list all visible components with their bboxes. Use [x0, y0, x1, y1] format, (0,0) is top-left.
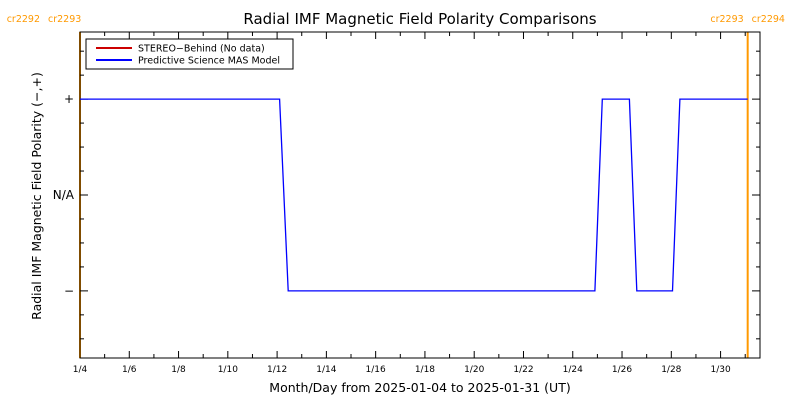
x-tick-label: 1/14 — [316, 365, 336, 375]
y-axis-label: Radial IMF Magnetic Field Polarity (−,+) — [29, 72, 44, 320]
x-axis-ticks: 1/4 1/6 1/8 1/10 1/12 1/14 1/16 1/18 1/20 1/22 1/2… — [73, 32, 746, 375]
carrington-label-right: cr2294 — [752, 14, 785, 25]
series-line-mas — [80, 98, 748, 292]
x-axis-label: Month/Day from 2025-01-04 to 2025-01-31 … — [269, 380, 570, 395]
carrington-label-right: cr2293 — [48, 14, 81, 25]
x-tick-label: 1/6 — [122, 365, 137, 375]
legend: STEREO−Behind (No data) Predictive Scien… — [85, 38, 294, 70]
legend-box — [85, 38, 294, 70]
y-tick-label: + — [64, 92, 74, 106]
x-tick-label: 1/10 — [218, 365, 238, 375]
x-tick-label: 1/4 — [73, 365, 88, 375]
legend-label-stereo: STEREO−Behind (No data) — [138, 44, 265, 55]
chart-title: Radial IMF Magnetic Field Polarity Compa… — [243, 10, 596, 28]
x-tick-label: 1/28 — [661, 365, 681, 375]
x-tick-label: 1/30 — [710, 365, 730, 375]
x-tick-label: 1/8 — [171, 365, 186, 375]
x-tick-label: 1/22 — [513, 365, 533, 375]
series-layer — [80, 98, 748, 292]
x-tick-label: 1/20 — [464, 365, 484, 375]
plot-frame — [79, 31, 761, 359]
x-tick-label: 1/12 — [267, 365, 287, 375]
x-tick-label: 1/18 — [415, 365, 435, 375]
carrington-label-left: cr2292 — [7, 14, 40, 25]
y-tick-label: N/A — [53, 188, 75, 202]
carrington-label-left: cr2293 — [710, 14, 743, 25]
legend-label-mas: Predictive Science MAS Model — [138, 56, 280, 67]
y-tick-label: − — [64, 284, 74, 298]
x-tick-label: 1/16 — [366, 365, 386, 375]
y-axis-ticks: + N/A − — [53, 50, 760, 340]
x-tick-label: 1/26 — [612, 365, 632, 375]
x-tick-label: 1/24 — [563, 365, 583, 375]
